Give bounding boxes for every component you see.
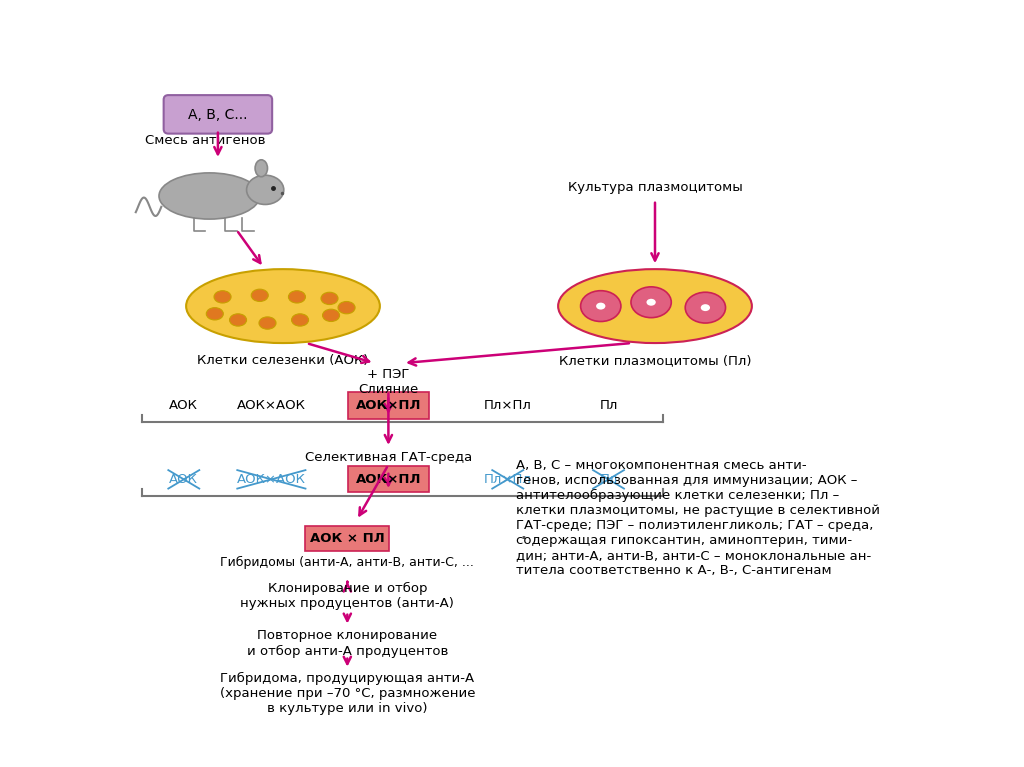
Text: Клетки селезенки (АОК): Клетки селезенки (АОК) — [198, 354, 369, 367]
FancyBboxPatch shape — [348, 393, 429, 419]
Text: ·: · — [519, 527, 527, 551]
Ellipse shape — [251, 289, 268, 301]
Ellipse shape — [323, 309, 340, 321]
Text: Пл×Пл: Пл×Пл — [483, 472, 531, 486]
Ellipse shape — [581, 291, 621, 321]
Ellipse shape — [255, 160, 267, 176]
Text: АОК×АОК: АОК×АОК — [237, 472, 306, 486]
Text: Культура плазмоцитомы: Культура плазмоцитомы — [567, 180, 742, 193]
Text: АОК × ПЛ: АОК × ПЛ — [310, 532, 385, 545]
Ellipse shape — [631, 287, 672, 318]
Text: + ПЭГ
Слияние: + ПЭГ Слияние — [358, 367, 419, 396]
Text: АОК×ПЛ: АОК×ПЛ — [355, 472, 421, 486]
Text: Пл: Пл — [599, 472, 617, 486]
Ellipse shape — [289, 291, 305, 303]
Ellipse shape — [159, 173, 260, 219]
Text: А, В, С – многокомпонентная смесь анти-
генов, использованная для иммунизации; А: А, В, С – многокомпонентная смесь анти- … — [515, 459, 880, 577]
Text: Пл: Пл — [599, 399, 617, 412]
Ellipse shape — [214, 291, 231, 303]
Text: Пл×Пл: Пл×Пл — [483, 399, 531, 412]
Ellipse shape — [338, 301, 355, 314]
Ellipse shape — [206, 308, 223, 320]
Text: A, B, C...: A, B, C... — [188, 108, 248, 122]
Text: Клонирование и отбор
нужных продуцентов (анти-А): Клонирование и отбор нужных продуцентов … — [241, 581, 455, 610]
Ellipse shape — [321, 292, 338, 304]
Ellipse shape — [646, 299, 655, 306]
Ellipse shape — [247, 175, 284, 205]
FancyBboxPatch shape — [305, 526, 389, 551]
Text: АОК: АОК — [169, 472, 199, 486]
Ellipse shape — [558, 269, 752, 343]
Text: Повторное клонирование
и отбор анти-А продуцентов: Повторное клонирование и отбор анти-А пр… — [247, 630, 449, 657]
Ellipse shape — [700, 304, 710, 311]
Text: Гибридомы (анти-А, анти-В, анти-С, ...: Гибридомы (анти-А, анти-В, анти-С, ... — [220, 555, 474, 568]
Text: Клетки плазмоцитомы (Пл): Клетки плазмоцитомы (Пл) — [559, 354, 752, 367]
Text: Гибридома, продуцирующая анти-А
(хранение при –70 °C, размножение
в культуре или: Гибридома, продуцирующая анти-А (хранени… — [219, 672, 475, 715]
Text: АОК: АОК — [169, 399, 199, 412]
Ellipse shape — [685, 292, 726, 323]
Ellipse shape — [259, 317, 276, 329]
FancyBboxPatch shape — [348, 466, 429, 492]
Text: Смесь антигенов: Смесь антигенов — [145, 133, 266, 146]
FancyBboxPatch shape — [164, 95, 272, 133]
Ellipse shape — [186, 269, 380, 343]
Text: АОК×ПЛ: АОК×ПЛ — [355, 399, 421, 412]
Ellipse shape — [596, 303, 605, 310]
Ellipse shape — [292, 314, 308, 326]
Text: Селективная ГАТ-среда: Селективная ГАТ-среда — [305, 451, 472, 464]
Ellipse shape — [229, 314, 247, 326]
Text: АОК×АОК: АОК×АОК — [237, 399, 306, 412]
